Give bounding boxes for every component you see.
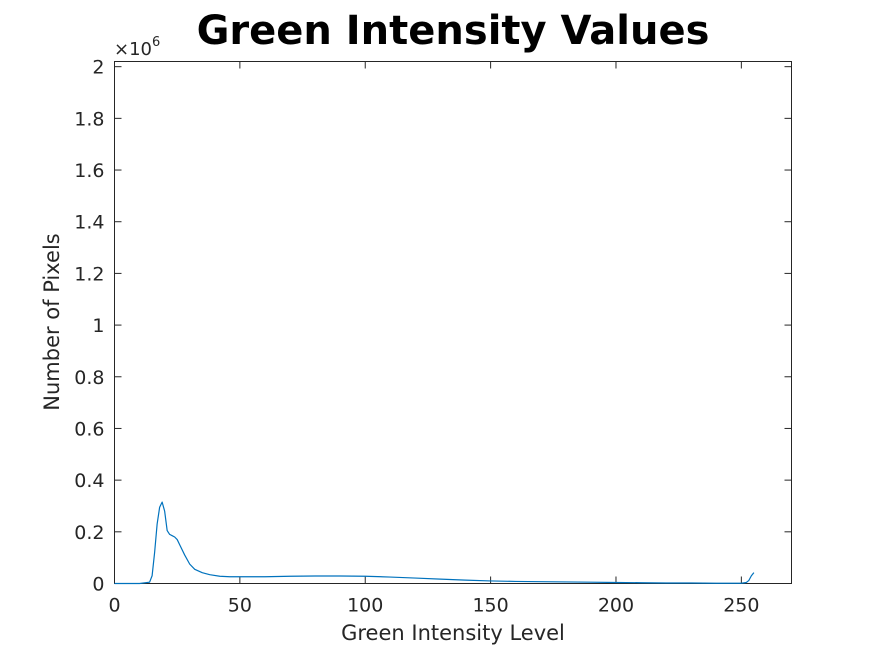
y-tick-label: 1.4	[74, 212, 104, 234]
y-exponent-label: ×106	[114, 35, 160, 60]
series-line-0	[114, 501, 755, 585]
x-tick-label: 0	[108, 595, 120, 617]
y-tick-label: 0.4	[74, 470, 104, 492]
x-tick-label: 150	[472, 595, 508, 617]
y-exponent-power: 6	[152, 35, 160, 50]
y-tick-label: 1.8	[74, 108, 104, 130]
x-tick-label: 200	[598, 595, 634, 617]
y-tick-label: 1.2	[74, 263, 104, 285]
plot-frame	[114, 61, 792, 584]
y-axis-ticks: 0 0.2 0.4 0.6 0.8 1 1.2 1.4 1.6 1.8 2	[74, 57, 792, 596]
y-tick-label: 0.2	[74, 522, 104, 544]
y-tick-label: 0.6	[74, 418, 104, 440]
y-tick-label: 2	[92, 57, 104, 79]
y-tick-label: 1	[92, 315, 104, 337]
x-tick-label: 250	[723, 595, 759, 617]
x-axis-label: Green Intensity Level	[341, 621, 565, 645]
x-axis-ticks: 0 50 100 150 200 250	[108, 61, 759, 617]
chart-title: Green Intensity Values	[197, 8, 710, 54]
y-tick-label: 0.8	[74, 367, 104, 389]
x-tick-label: 100	[347, 595, 383, 617]
y-tick-label: 1.6	[74, 160, 104, 182]
series-group	[114, 501, 755, 585]
y-tick-label: 0	[92, 574, 104, 596]
y-axis-label: Number of Pixels	[40, 233, 64, 410]
x-tick-label: 50	[228, 595, 252, 617]
